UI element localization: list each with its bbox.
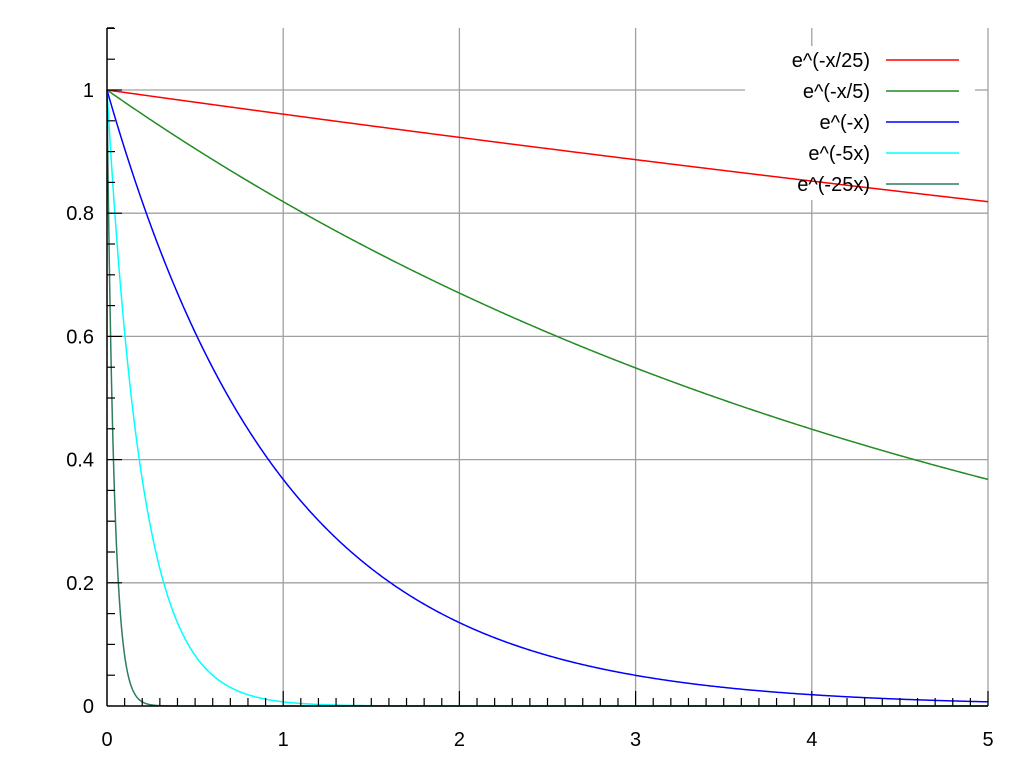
y-tick-label: 0.2: [66, 573, 94, 595]
x-tick-labels: 0 1 2 3 4 5: [101, 729, 993, 751]
x-tick-label: 1: [278, 729, 289, 751]
y-tick-label: 0: [83, 696, 94, 718]
x-tick-label: 2: [454, 729, 465, 751]
legend-label: e^(-x/5): [803, 81, 870, 103]
series-line-3: [106, 89, 989, 703]
legend-label: e^(-x): [820, 112, 871, 134]
x-tick-label: 0: [101, 729, 112, 751]
y-tick-label: 0.4: [66, 450, 94, 472]
legend-label: e^(-x/25): [792, 50, 870, 72]
legend-label: e^(-5x): [808, 143, 870, 165]
series-line-1: [106, 89, 989, 203]
x-tick-label: 5: [982, 729, 993, 751]
x-tick-label: 4: [806, 729, 817, 751]
x-tick-label: 3: [630, 729, 641, 751]
legend: e^(-x/25) e^(-x/5) e^(-x) e^(-5x) e^(-25x): [792, 50, 959, 196]
axes: [106, 27, 989, 707]
y-tick-label: 1: [83, 80, 94, 102]
y-tick-label: 0.8: [66, 203, 94, 225]
grid: [107, 28, 989, 706]
y-tick-labels: 0 0.2 0.4 0.6 0.8 1: [66, 80, 94, 718]
series-line-2: [106, 89, 989, 481]
y-tick-label: 0.6: [66, 326, 94, 348]
legend-label: e^(-25x): [797, 174, 870, 196]
